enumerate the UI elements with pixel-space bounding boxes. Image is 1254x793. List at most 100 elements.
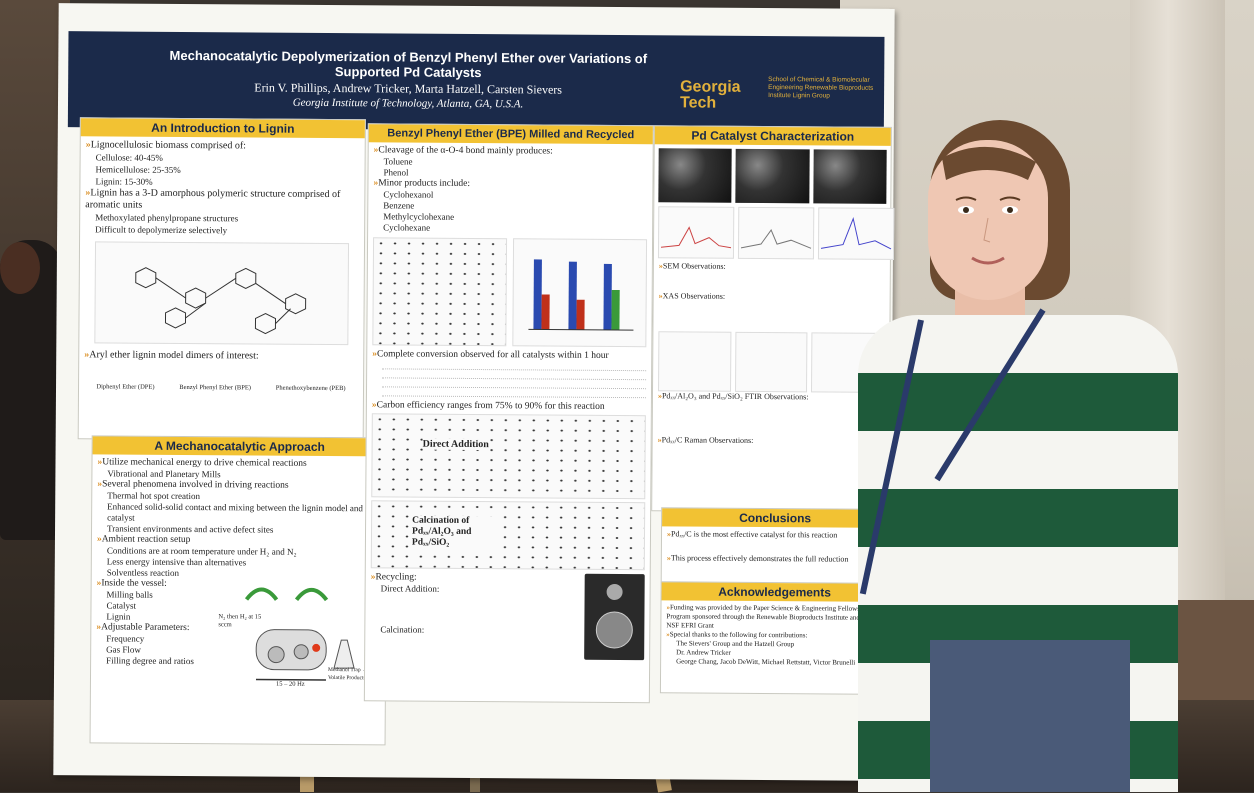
bullet: »Cleavage of the α-O-4 bond mainly produ…	[373, 145, 553, 157]
text: Several phenomena involved in driving re…	[102, 479, 289, 491]
panel-intro: An Introduction to Lignin »Lignocellulos…	[77, 117, 366, 442]
bar-plot-icon	[528, 259, 634, 331]
dimer-labels: Diphenyl Ether (DPE) Benzyl Phenyl Ether…	[84, 383, 358, 393]
bullet: »Pdₓₓ/C is the most effective catalyst f…	[666, 529, 838, 540]
bullet: »Complete conversion observed for all ca…	[372, 349, 609, 361]
panel-conclusions: Conclusions »Pdₓₓ/C is the most effectiv…	[660, 507, 890, 585]
text: Funding was provided by the Paper Scienc…	[666, 603, 871, 630]
text: Filling degree and ratios	[106, 655, 194, 667]
xrd-plots	[654, 206, 895, 260]
bar-plot	[512, 238, 648, 348]
bullet: »Carbon efficiency ranges from 75% to 90…	[371, 400, 605, 412]
text: Ambient reaction setup	[101, 534, 191, 546]
text: Cleavage of the α-O-4 bond mainly produc…	[378, 145, 553, 157]
presenter-face	[928, 140, 1048, 300]
text: Calcination:	[380, 624, 425, 635]
text: Cyclohexane	[383, 222, 431, 233]
text: Pdₓₓ/C is the most effective catalyst fo…	[670, 529, 838, 540]
panel-acknowledgements: Acknowledgements »Funding was provided b…	[659, 581, 889, 695]
chart-label: Direct Addition	[422, 438, 489, 451]
plot	[817, 207, 895, 260]
text: Milling balls	[106, 589, 153, 600]
text: Special thanks to the following for cont…	[669, 630, 808, 640]
text: Adjustable Parameters:	[101, 622, 190, 634]
panel-title: An Introduction to Lignin	[80, 118, 365, 139]
dimer-bpe: Benzyl Phenyl Ether (BPE)	[179, 383, 252, 392]
panel-title: Conclusions	[662, 508, 889, 528]
lignin-structure-figure	[94, 241, 350, 346]
mill-vessel-figure: N₂ then H₂ at 15 sccm Methanol Trap → Vo…	[216, 579, 377, 690]
dimer-peb: Phenethoxybenzene (PEB)	[275, 384, 346, 393]
plot	[737, 206, 815, 260]
sem-images	[654, 144, 890, 208]
text: Recycling:	[375, 572, 417, 583]
plot	[658, 331, 732, 392]
panel-title: A Mechanocatalytic Approach	[92, 436, 387, 457]
panel-pd: Pd Catalyst Characterization »SEM Observ…	[651, 125, 895, 513]
text: This process effectively demonstrates th…	[670, 553, 849, 564]
panel-title: Benzyl Phenyl Ether (BPE) Milled and Rec…	[368, 124, 653, 145]
text: SEM Observations:	[662, 261, 726, 271]
poster: Mechanocatalytic Depolymerization of Ben…	[53, 3, 895, 781]
panel-title: Pd Catalyst Characterization	[654, 126, 891, 146]
scatter-plot	[372, 237, 508, 347]
text: Lignin has a 3-D amorphous polymeric str…	[85, 187, 341, 211]
text: Complete conversion observed for all cat…	[376, 349, 609, 361]
text: Utilize mechanical energy to drive chemi…	[102, 457, 307, 469]
georgia-tech-logo: Georgia Tech	[679, 78, 741, 112]
plot	[734, 331, 808, 393]
bullet: »Pdₓₓ/C Raman Observations:	[657, 435, 754, 445]
conversion-figures	[372, 237, 648, 348]
calcination-chart: Calcination of Pdₓₓ/Al₂O₃ and Pdₓₓ/SiO₂	[370, 500, 646, 571]
text: Pdₓₓ/Al₂O₃ and Pdₓₓ/SiO₂ FTIR Observatio…	[661, 391, 809, 402]
sem-image	[658, 148, 733, 203]
text: Direct Addition:	[380, 583, 440, 594]
presenter-jeans	[930, 640, 1130, 792]
figure-label: 15 – 20 Hz	[275, 680, 305, 688]
direct-addition-chart: Direct Addition	[371, 413, 646, 500]
poster-affiliation: Georgia Institute of Technology, Atlanta…	[292, 96, 524, 111]
sem-image	[812, 149, 887, 204]
text: Carbon efficiency ranges from 75% to 90%…	[376, 400, 605, 412]
bullet: »Lignin has a 3-D amorphous polymeric st…	[85, 187, 341, 211]
face-features-icon	[942, 146, 1036, 265]
panel-bpe: Benzyl Phenyl Ether (BPE) Milled and Rec…	[363, 123, 654, 704]
text: Enhanced solid-solid contact and mixing …	[107, 501, 363, 523]
bullet: »This process effectively demonstrates t…	[666, 553, 849, 564]
text: Lignin	[106, 611, 131, 622]
peak-icon	[660, 226, 732, 249]
vessel-photo-icon	[595, 583, 633, 649]
text: George Chang, Jacob DeWitt, Michael Rett…	[676, 657, 856, 667]
dimer-dpe: Diphenyl Ether (DPE)	[96, 383, 155, 391]
bullet: »Funding was provided by the Paper Scien…	[666, 603, 871, 630]
vessel-list: »Inside the vessel: Milling balls Cataly…	[96, 578, 217, 689]
background-person-head	[0, 242, 40, 294]
text: XAS Observations:	[662, 291, 726, 301]
lignin-structure-icon	[135, 267, 307, 335]
text: Minor products include:	[378, 178, 471, 189]
figure-label: N₂ then H₂ at 15 sccm	[218, 613, 262, 629]
poster-title: Mechanocatalytic Depolymerization of Ben…	[169, 47, 648, 81]
plot	[657, 206, 735, 259]
text: Aryl ether lignin model dimers of intere…	[89, 349, 259, 362]
bullet: »Adjustable Parameters:	[96, 622, 190, 634]
text: Pdₓₓ/C Raman Observations:	[661, 435, 754, 445]
mill-vessel-icon	[244, 587, 355, 681]
ftir-plots	[658, 331, 885, 393]
logo-subtext: School of Chemical & Biomolecular Engine…	[768, 76, 874, 100]
bullet: »Aryl ether lignin model dimers of inter…	[84, 349, 259, 362]
bullet: »Pdₓₓ/Al₂O₃ and Pdₓₓ/SiO₂ FTIR Observati…	[657, 391, 809, 402]
text: Catalyst	[106, 600, 137, 611]
text: Lignocellulosic biomass comprised of:	[90, 139, 247, 152]
panel-approach: A Mechanocatalytic Approach »Utilize mec…	[89, 435, 388, 746]
detail-lines	[372, 360, 647, 402]
text: Difficult to depolymerize selectively	[95, 224, 228, 236]
panel-title: Acknowledgements	[661, 582, 888, 602]
sem-image	[735, 148, 810, 204]
text: Inside the vessel:	[101, 578, 167, 589]
bullet: »Inside the vessel:	[96, 578, 167, 589]
peak-icon	[820, 216, 892, 250]
peak-icon	[740, 229, 812, 249]
recycling-photo	[584, 573, 645, 661]
chart-label: Calcination of Pdₓₓ/Al₂O₃ and Pdₓₓ/SiO₂	[411, 515, 503, 550]
